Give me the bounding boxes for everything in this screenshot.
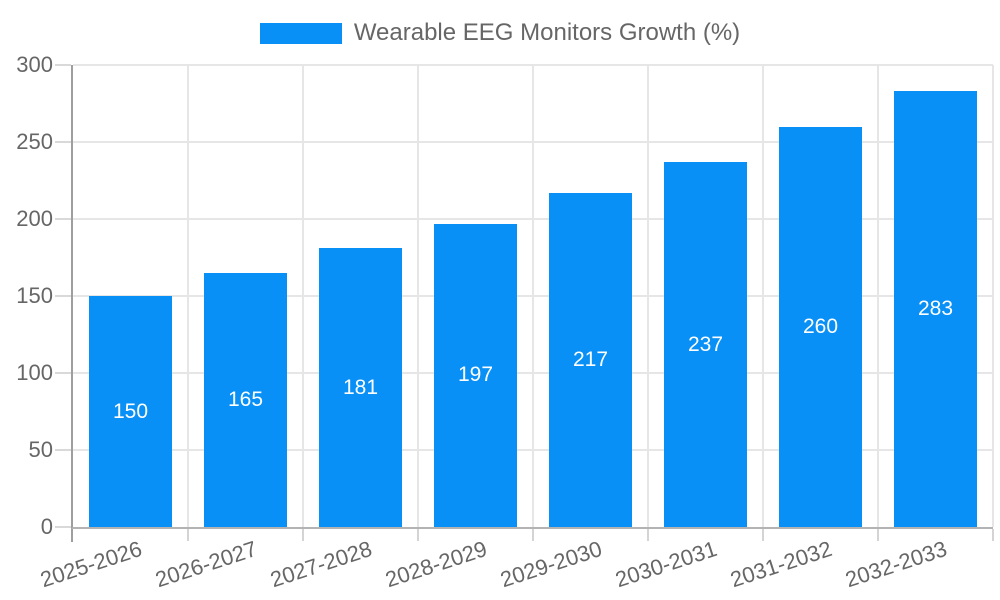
x-tick-mark — [877, 529, 879, 541]
x-tick-label: 2028-2029 — [382, 536, 491, 593]
x-tick-mark — [992, 529, 994, 541]
bar-2031-2032[interactable]: 260 — [779, 126, 862, 527]
y-tick-label: 0 — [40, 514, 53, 539]
legend: Wearable EEG Monitors Growth (%) — [0, 19, 1000, 47]
y-tick-mark — [55, 141, 71, 143]
bar-value-label: 181 — [342, 375, 379, 399]
y-tick-label: 100 — [16, 360, 53, 385]
bar-value-label: 197 — [457, 363, 494, 387]
bar-value-label: 165 — [227, 387, 264, 411]
vgridline-6 — [762, 65, 764, 527]
y-tick-label: 300 — [16, 52, 53, 77]
bar-2025-2026[interactable]: 150 — [89, 296, 172, 527]
legend-item[interactable]: Wearable EEG Monitors Growth (%) — [259, 19, 741, 47]
x-tick-label: 2030-2031 — [612, 536, 721, 593]
y-tick-mark — [55, 218, 71, 220]
y-tick-mark — [55, 449, 71, 451]
x-tick-mark — [187, 529, 189, 541]
y-tick-label: 200 — [16, 206, 53, 231]
vgridline-1 — [187, 65, 189, 527]
bar-2028-2029[interactable]: 197 — [434, 223, 517, 527]
y-tick-label: 250 — [16, 129, 53, 154]
y-tick-mark — [55, 295, 71, 297]
vgridline-8 — [992, 65, 994, 527]
bar-2027-2028[interactable]: 181 — [319, 248, 402, 527]
vgridline-5 — [647, 65, 649, 527]
vgridline-7 — [877, 65, 879, 527]
x-tick-label: 2027-2028 — [267, 536, 376, 593]
x-tick-mark — [762, 529, 764, 541]
y-tick-mark — [55, 372, 71, 374]
x-tick-mark — [417, 529, 419, 541]
bar-2030-2031[interactable]: 237 — [664, 162, 747, 527]
x-tick-label: 2031-2032 — [727, 536, 836, 593]
x-tick-mark — [532, 529, 534, 541]
bar-value-label: 217 — [572, 347, 609, 371]
bar-value-label: 283 — [917, 297, 954, 321]
y-axis-extension — [71, 529, 73, 542]
bar-value-label: 237 — [687, 332, 724, 356]
bar-2029-2030[interactable]: 217 — [549, 192, 632, 527]
bar-value-label: 150 — [112, 399, 149, 423]
legend-swatch-icon — [259, 22, 342, 44]
bar-2032-2033[interactable]: 283 — [894, 91, 977, 527]
plot-area: 150 165 181 197 217 237 260 283 — [71, 64, 994, 529]
x-tick-label: 2026-2027 — [152, 536, 261, 593]
y-tick-label: 50 — [28, 437, 53, 462]
bar-2026-2027[interactable]: 165 — [204, 272, 287, 527]
vgridline-4 — [532, 65, 534, 527]
y-tick-mark — [55, 526, 71, 528]
vgridline-3 — [417, 65, 419, 527]
x-tick-label: 2029-2030 — [497, 536, 606, 593]
y-tick-label: 150 — [16, 283, 53, 308]
legend-label: Wearable EEG Monitors Growth (%) — [353, 19, 741, 46]
bar-value-label: 260 — [802, 314, 839, 338]
x-tick-mark — [647, 529, 649, 541]
x-tick-label: 2032-2033 — [842, 536, 951, 593]
vgridline-2 — [302, 65, 304, 527]
x-tick-mark — [302, 529, 304, 541]
x-tick-label: 2025-2026 — [37, 536, 146, 593]
y-tick-mark — [55, 64, 71, 66]
